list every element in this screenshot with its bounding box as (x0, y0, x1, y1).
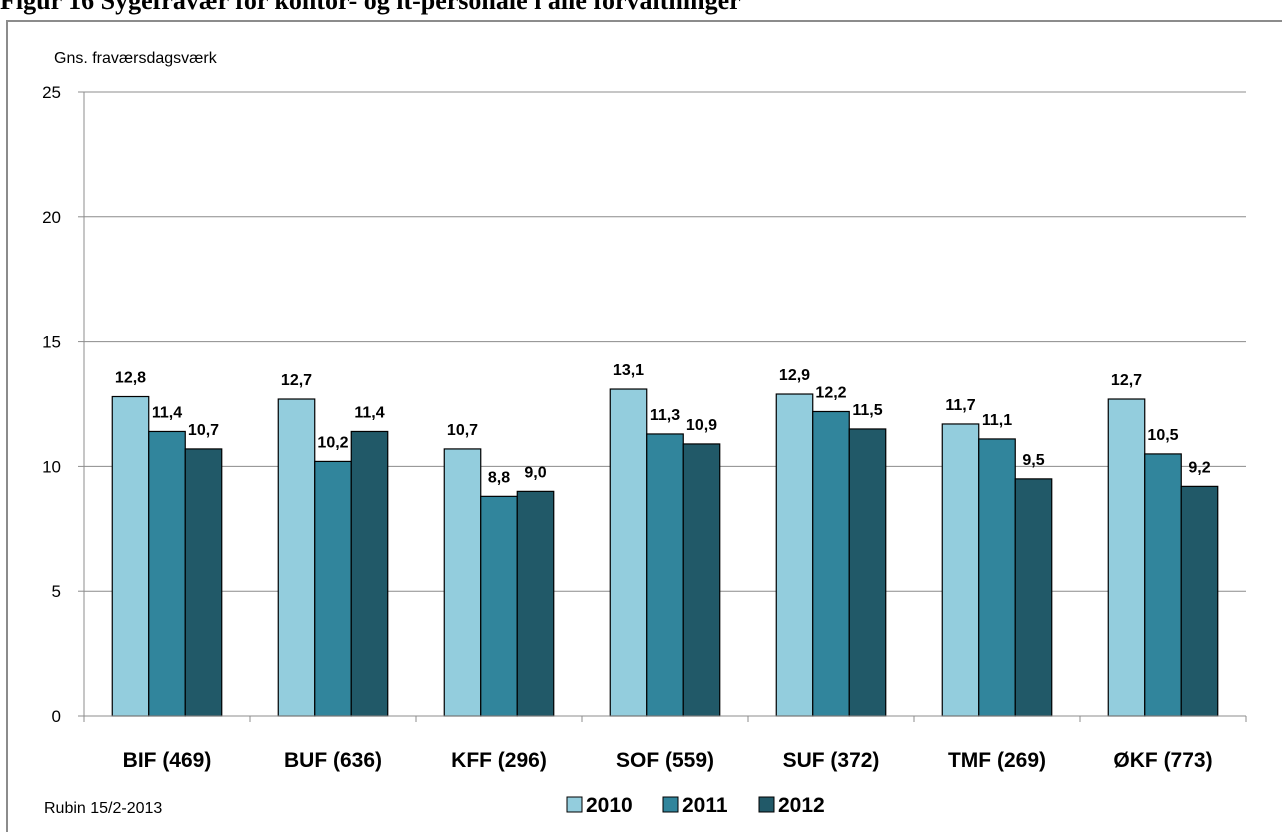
data-label: 11,3 (650, 407, 680, 424)
data-label: 11,1 (982, 412, 1012, 429)
bar (148, 430, 186, 717)
y-tick-label: 0 (52, 707, 61, 726)
data-label: 10,7 (188, 422, 219, 439)
bar (812, 410, 850, 717)
data-label: 10,5 (1147, 427, 1178, 444)
data-label: 9,5 (1022, 452, 1044, 469)
x-tick-label: SOF (559) (616, 749, 714, 772)
legend-label: 2012 (778, 794, 825, 817)
data-label: 9,0 (524, 464, 546, 481)
y-axis-label: Gns. fraværsdagsværk (54, 50, 217, 67)
bar (941, 423, 980, 717)
axes (83, 92, 1247, 722)
data-label: 10,2 (317, 434, 348, 451)
bar (1107, 398, 1146, 717)
bar (848, 428, 887, 717)
data-label: 12,7 (281, 372, 312, 389)
bar (978, 438, 1016, 717)
data-label: 12,7 (1111, 372, 1142, 389)
data-label: 9,2 (1188, 459, 1210, 476)
y-axis-ticks: 0 5 10 15 20 25 (42, 83, 61, 726)
bar (682, 443, 721, 717)
legend-label: 2010 (586, 794, 633, 817)
data-label: 11,5 (852, 402, 882, 419)
x-tick-label: KFF (296) (451, 749, 547, 772)
bar (775, 393, 814, 717)
legend-swatch (758, 796, 775, 813)
x-tick-label: BIF (469) (123, 749, 212, 772)
bar (314, 460, 352, 717)
bar (516, 490, 555, 717)
source-note: Rubin 15/2-2013 (44, 800, 163, 817)
category-labels: BIF (469) BUF (636) KFF (296) SOF (559) SUF … (123, 749, 1213, 772)
legend-swatch (566, 796, 583, 813)
bar (443, 448, 482, 717)
data-labels: 12,8 11,4 10,7 12,7 10,2 11,4 10,7 8,8 9,0 13,1 11… (115, 362, 1211, 486)
bar (111, 395, 150, 717)
x-tick-label: BUF (636) (284, 749, 382, 772)
legend-swatch (662, 796, 679, 813)
data-label: 11,7 (945, 397, 975, 414)
y-tick-label: 5 (52, 582, 61, 601)
bar (277, 398, 316, 717)
chart-frame (6, 20, 1282, 832)
bar (480, 495, 518, 717)
bar (184, 448, 223, 717)
x-tick-label: SUF (372) (783, 749, 880, 772)
y-tick-label: 25 (42, 83, 61, 102)
legend: 2010 2011 2012 (566, 794, 825, 817)
y-tick-label: 20 (42, 208, 61, 227)
data-label: 12,2 (815, 384, 846, 401)
bar (1144, 453, 1182, 717)
bar (350, 430, 389, 717)
data-label: 12,9 (779, 367, 810, 384)
bar (646, 433, 684, 717)
data-label: 13,1 (613, 362, 644, 379)
data-label: 8,8 (488, 469, 510, 486)
data-label: 11,4 (354, 404, 384, 421)
data-label: 10,7 (447, 422, 478, 439)
bar (609, 388, 648, 717)
bars (111, 388, 1219, 717)
x-tick-label: TMF (269) (948, 749, 1046, 772)
x-tick-label: ØKF (773) (1113, 749, 1212, 772)
legend-label: 2011 (682, 794, 728, 817)
y-tick-label: 10 (42, 457, 61, 476)
figure-title: Figur 16 Sygefravær for kontor- og it-pe… (0, 0, 741, 15)
data-label: 12,8 (115, 370, 146, 387)
y-tick-label: 15 (42, 333, 61, 352)
bar (1014, 478, 1053, 717)
data-label: 11,4 (152, 404, 182, 421)
bar (1180, 485, 1219, 717)
data-label: 10,9 (686, 417, 717, 434)
